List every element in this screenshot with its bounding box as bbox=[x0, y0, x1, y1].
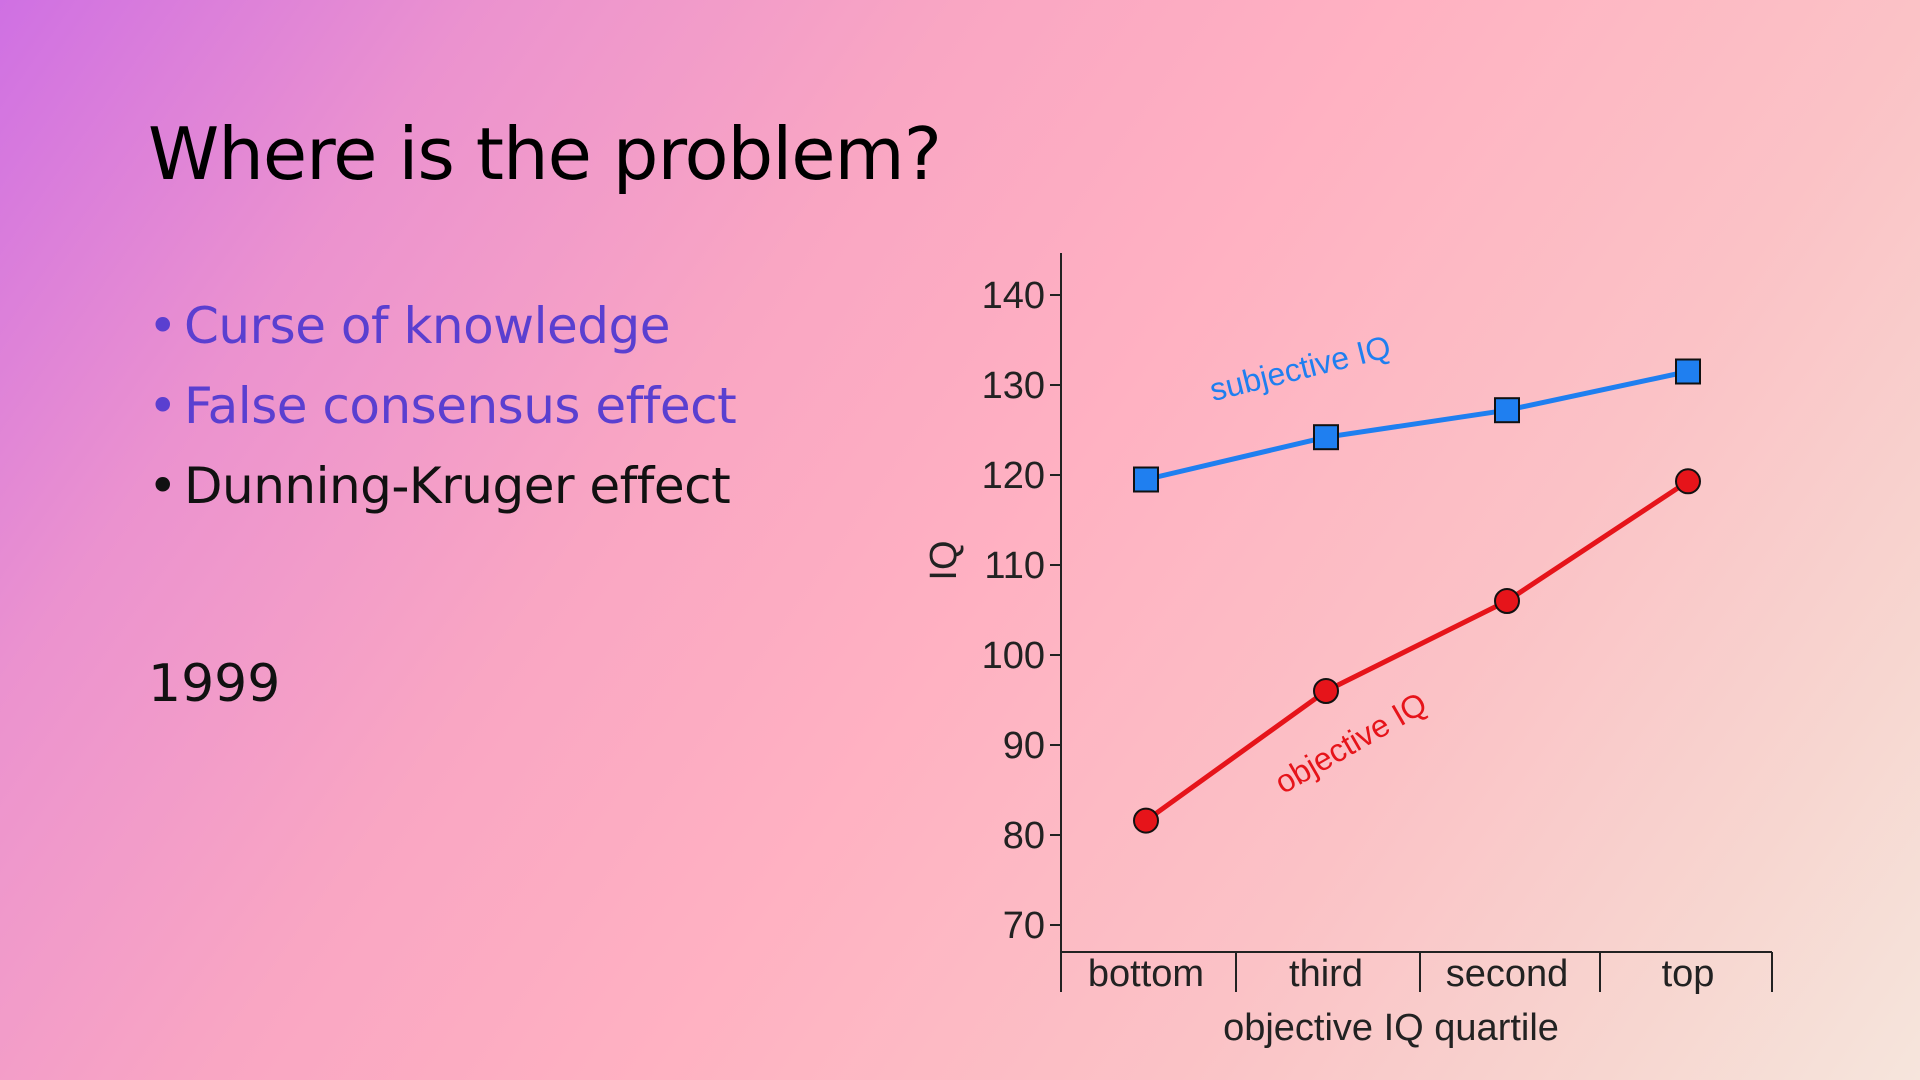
bullet-dot-icon: • bbox=[148, 297, 178, 355]
bullet-false-consensus: • False consensus effect bbox=[148, 366, 737, 446]
bullet-list: • Curse of knowledge • False consensus eff… bbox=[148, 286, 737, 526]
objective-iq-point-bottom bbox=[1133, 807, 1159, 834]
slide-title: Where is the problem? bbox=[148, 112, 942, 196]
subjective-iq-series-line bbox=[1145, 369, 1689, 482]
objective-iq-point-third bbox=[1313, 678, 1339, 704]
objective-iq-point-top bbox=[1675, 468, 1701, 495]
bullet-text: Curse of knowledge bbox=[184, 297, 670, 355]
x-tick-label-second: second bbox=[1446, 953, 1569, 995]
objective-iq-point-second bbox=[1494, 588, 1520, 614]
y-tick-label-70: 70 bbox=[1003, 905, 1045, 947]
y-tick-label-100: 100 bbox=[982, 635, 1045, 677]
y-tick-label-120: 120 bbox=[982, 455, 1045, 497]
y-tick-label-110: 110 bbox=[984, 545, 1045, 587]
y-tick-label-140: 140 bbox=[982, 275, 1045, 317]
y-tick-label-80: 80 bbox=[1003, 815, 1045, 857]
subjective-iq-point-top bbox=[1675, 358, 1701, 385]
iq-line-chart: 70 80 90 100 110 120 130 140 IQ bottom third second… bbox=[923, 253, 1773, 1049]
subjective-iq-point-bottom bbox=[1133, 466, 1159, 493]
x-tick-label-top: top bbox=[1662, 953, 1715, 995]
bullet-text: False consensus effect bbox=[184, 377, 737, 435]
subjective-iq-point-third bbox=[1313, 424, 1339, 451]
x-tick-label-bottom: bottom bbox=[1088, 953, 1204, 995]
objective-iq-series-label: objective IQ bbox=[1269, 685, 1433, 801]
bullet-curse-of-knowledge: • Curse of knowledge bbox=[148, 286, 736, 366]
bullet-dot-icon: • bbox=[148, 377, 178, 435]
x-tick-label-third: third bbox=[1289, 953, 1363, 995]
bullet-text: Dunning-Kruger effect bbox=[184, 457, 731, 515]
bullet-dunning-kruger: • Dunning-Kruger effect bbox=[148, 446, 736, 526]
objective-iq-series-line bbox=[1144, 479, 1690, 823]
year-label: 1999 bbox=[148, 654, 281, 714]
subjective-iq-series-label: subjective IQ bbox=[1206, 328, 1394, 408]
y-tick-label-90: 90 bbox=[1003, 725, 1045, 767]
subjective-iq-point-second bbox=[1494, 397, 1520, 424]
x-axis-label: objective IQ quartile bbox=[1223, 1007, 1559, 1049]
y-axis-label: IQ bbox=[923, 540, 965, 580]
bullet-dot-icon: • bbox=[148, 457, 178, 515]
y-tick-label-130: 130 bbox=[982, 365, 1045, 407]
